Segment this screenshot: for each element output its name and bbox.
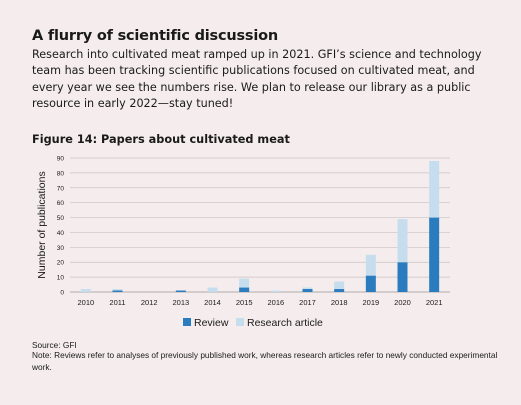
chart-gridlines xyxy=(70,157,450,293)
x-tick-label: 2011 xyxy=(109,298,125,307)
y-axis-ticks: 0 10 20 30 40 50 60 70 80 90 xyxy=(57,156,65,297)
bar-research-article xyxy=(365,254,376,276)
bar-review xyxy=(112,290,123,292)
x-tick-label: 2016 xyxy=(267,298,284,307)
legend-label-research-article: Research article xyxy=(247,317,323,329)
bar-research-article xyxy=(397,219,408,263)
y-tick-label: 50 xyxy=(57,215,65,222)
source-note: Source: GFI xyxy=(32,340,77,350)
x-tick-label: 2020 xyxy=(394,298,411,307)
x-tick-label: 2015 xyxy=(236,298,253,307)
x-tick-label: 2021 xyxy=(426,298,443,307)
bar-review xyxy=(239,287,250,292)
x-tick-label: 2019 xyxy=(362,298,379,307)
x-tick-label: 2018 xyxy=(331,298,348,307)
bar-research-article xyxy=(80,289,91,292)
y-tick-label: 40 xyxy=(57,230,65,237)
x-tick-label: 2014 xyxy=(204,298,221,307)
bar-research-article xyxy=(207,287,218,292)
bar-research-article xyxy=(270,290,281,292)
bar-review xyxy=(175,290,186,292)
figure-title: Figure 14: Papers about cultivated meat xyxy=(32,133,290,146)
chart-legend: Review Research article xyxy=(183,317,323,329)
y-tick-label: 0 xyxy=(60,290,64,297)
bar-review xyxy=(429,217,440,292)
bar-review xyxy=(397,262,408,292)
y-tick-label: 10 xyxy=(57,275,65,282)
section-heading: A flurry of scientific discussion xyxy=(32,28,278,44)
bar-research-article xyxy=(334,281,345,290)
bar-research-article xyxy=(302,287,313,290)
y-tick-label: 90 xyxy=(57,156,65,163)
x-tick-label: 2012 xyxy=(141,298,158,307)
bar-research-article xyxy=(239,278,250,288)
intro-paragraph: Research into cultivated meat ramped up … xyxy=(32,48,482,111)
chart-bars xyxy=(80,160,440,292)
y-axis-label: Number of publications xyxy=(36,171,48,278)
x-tick-label: 2013 xyxy=(172,298,189,307)
bar-research-article xyxy=(429,160,440,218)
y-tick-label: 30 xyxy=(57,245,65,252)
y-tick-label: 70 xyxy=(57,185,65,192)
legend-swatch-review xyxy=(183,318,191,326)
footnote: Note: Reviews refer to analyses of previ… xyxy=(32,350,498,372)
stacked-bar-chart: 0 10 20 30 40 50 60 70 80 90 2010 2011 2012 2013 2014… xyxy=(36,156,450,329)
y-tick-label: 20 xyxy=(57,260,65,267)
legend-label-review: Review xyxy=(194,317,229,329)
y-tick-label: 60 xyxy=(57,200,65,207)
x-tick-label: 2010 xyxy=(77,298,94,307)
x-tick-label: 2017 xyxy=(299,298,316,307)
bar-review xyxy=(302,289,313,292)
bar-research-article xyxy=(112,289,123,291)
legend-swatch-research-article xyxy=(236,318,244,326)
bar-review xyxy=(334,289,345,292)
bar-review xyxy=(365,275,376,292)
x-axis-ticks: 2010 2011 2012 2013 2014 2015 2016 2017 2018 2019… xyxy=(77,298,442,307)
y-tick-label: 80 xyxy=(57,170,65,177)
